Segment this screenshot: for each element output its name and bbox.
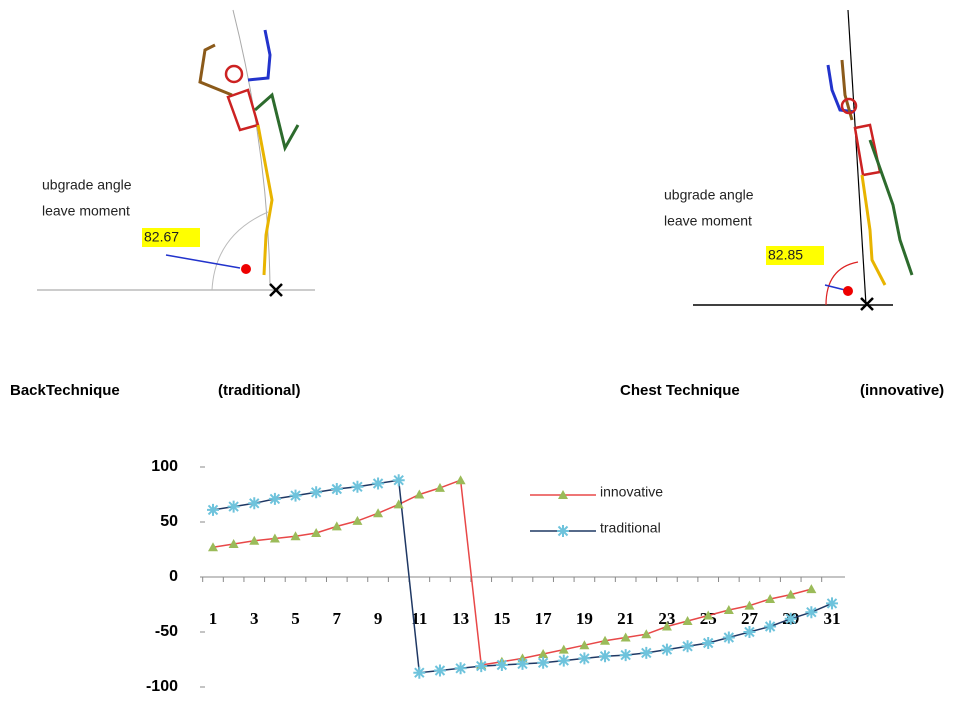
marker [682,640,694,652]
marker [723,632,735,644]
marker [475,660,487,672]
marker [269,493,281,505]
x-tick-label: 5 [291,609,300,628]
marker [702,637,714,649]
figure-label: ubgrade angle [664,187,754,203]
marker [806,584,816,593]
caption: Chest Technique [620,382,740,399]
marker [372,478,384,490]
marker [413,667,425,679]
x-tick-label: 3 [250,609,259,628]
marker [373,508,383,517]
marker [207,504,219,516]
marker [456,475,466,484]
marker [785,613,797,625]
marker [435,483,445,492]
marker [394,499,404,508]
marker [764,621,776,633]
marker [290,490,302,502]
caption: (traditional) [218,382,301,399]
marker [661,644,673,656]
marker [351,481,363,493]
series-line [213,480,811,665]
marker [558,655,570,667]
marker [352,516,362,525]
legend-label: innovative [600,484,663,500]
marker [393,474,405,486]
x-tick-label: 9 [374,609,383,628]
x-tick-label: 31 [824,609,841,628]
x-tick-label: 17 [535,609,553,628]
marker [557,525,569,537]
figure-label: leave moment [664,213,752,229]
legend-label: traditional [600,520,661,536]
x-tick-label: 7 [333,609,342,628]
x-tick-label: 27 [741,609,759,628]
marker [455,662,467,674]
marker [640,647,652,659]
marker [620,649,632,661]
y-tick-label: 0 [169,568,178,585]
caption: (innovative) [860,382,944,399]
x-tick-label: 13 [452,609,469,628]
marker [248,497,260,509]
y-tick-label: -100 [146,678,178,695]
x-tick-label: 1 [209,609,218,628]
marker [517,658,529,670]
y-tick-label: 100 [151,458,178,475]
x-tick-label: 21 [617,609,634,628]
marker [434,665,446,677]
marker [537,657,549,669]
marker [310,486,322,498]
angle-label: 82.85 [768,247,803,263]
figure-label: ubgrade angle [42,177,132,193]
x-tick-label: 19 [576,609,593,628]
y-tick-label: -50 [155,623,178,640]
x-tick-label: 15 [493,609,510,628]
marker [496,659,508,671]
marker [805,606,817,618]
marker [228,501,240,513]
figure-label: leave moment [42,203,130,219]
series-line [213,480,832,673]
figure-back [37,10,315,296]
marker [599,650,611,662]
marker [743,626,755,638]
angle-label: 82.67 [144,229,179,245]
caption: BackTechnique [10,382,120,399]
marker [331,483,343,495]
y-tick-label: 50 [160,513,178,530]
page: ubgrade angle leave moment 82.67 ubgrade… [0,0,980,702]
figure-chest [693,10,912,310]
marker [578,652,590,664]
marker [826,597,838,609]
marker [641,629,651,638]
